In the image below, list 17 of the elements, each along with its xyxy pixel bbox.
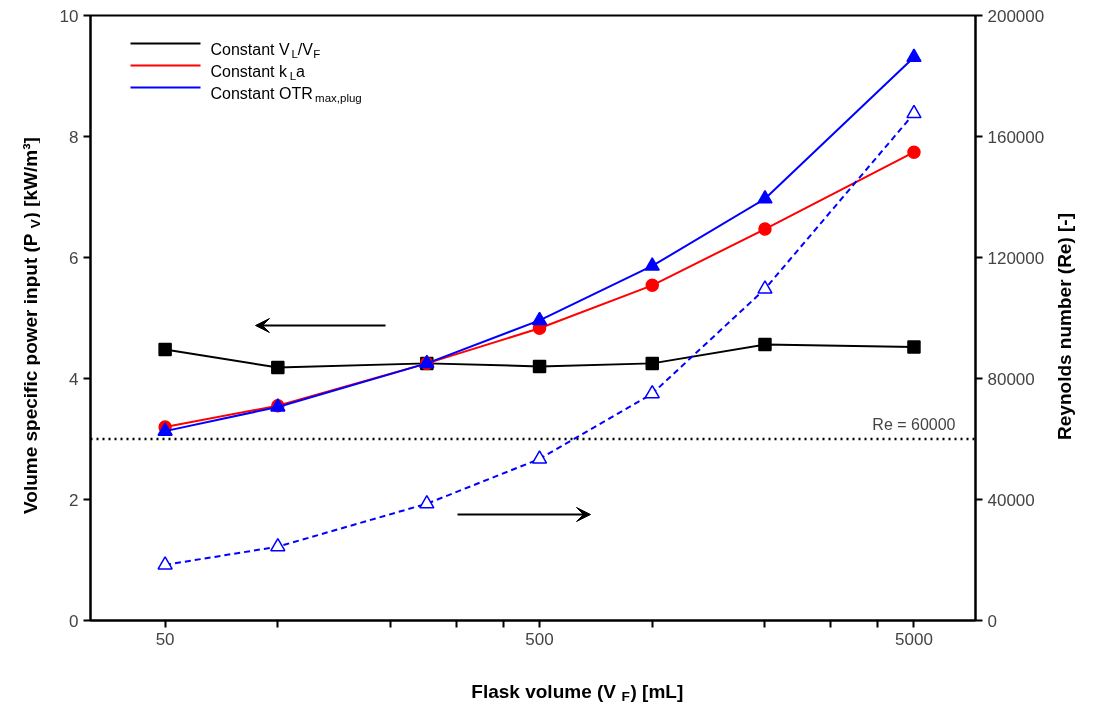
y2-tick-label: 0 [987,611,997,631]
y2-tick-label: 200000 [987,6,1045,26]
y-tick-label: 10 [59,6,79,26]
y2-axis-title: Reynolds number (Re) [-] [1054,212,1075,440]
y2-tick-label: 40000 [987,490,1035,510]
x-tick-label: 50 [155,629,175,649]
x-tick-label: 500 [525,629,554,649]
y-tick-label: 0 [69,611,79,631]
ref-line-label: Re = 60000 [872,416,956,433]
y2-tick-label: 120000 [987,248,1045,268]
x-tick-label: 5000 [895,629,933,649]
y-tick-label: 2 [69,490,79,510]
y-tick-label: 4 [69,369,79,389]
y-tick-label: 6 [69,248,79,268]
y2-tick-label: 160000 [987,127,1045,147]
y-tick-label: 8 [69,127,79,147]
y2-tick-label: 80000 [987,369,1035,389]
